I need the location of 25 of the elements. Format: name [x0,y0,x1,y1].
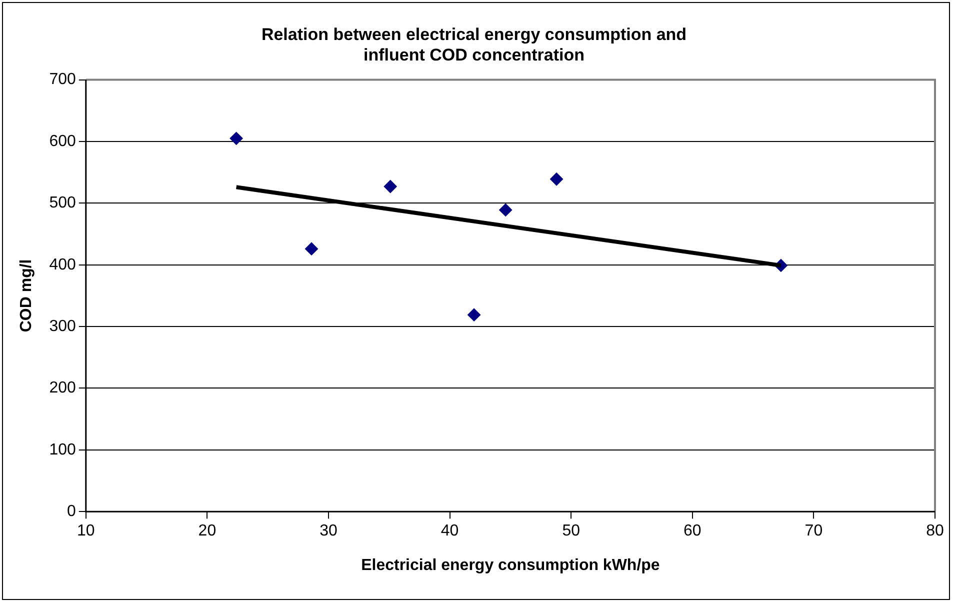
y-tick-label: 400 [49,256,76,274]
x-tick-label: 20 [198,522,216,540]
y-tick-label: 500 [49,194,76,212]
y-tick-label: 100 [49,441,76,458]
y-tick-label: 0 [66,503,76,520]
point [468,308,481,322]
x-tick-label: 10 [76,522,95,540]
x-tick-label: 50 [562,522,580,540]
point [499,203,512,216]
chart-title: Relation between electrical energy consumption and influent COD concentration [261,24,687,64]
y-tick-label: 200 [49,380,76,397]
x-axis-title: Electricial energy consumption kWh/pe [361,556,660,574]
x-tick-label: 80 [926,522,944,540]
x-tick-label: 60 [684,522,702,540]
point [550,172,564,186]
y-tick-label: 700 [49,71,76,88]
x-tick-label: 30 [320,522,338,540]
point [384,180,397,194]
y-axis-title: COD mg/l [18,259,36,332]
x-tick-label: 40 [440,522,459,540]
x-tick-label: 70 [804,522,823,540]
y-tick-label: 300 [49,318,76,335]
y-tick-label: 600 [49,132,76,150]
point [230,132,243,145]
point [305,242,318,256]
